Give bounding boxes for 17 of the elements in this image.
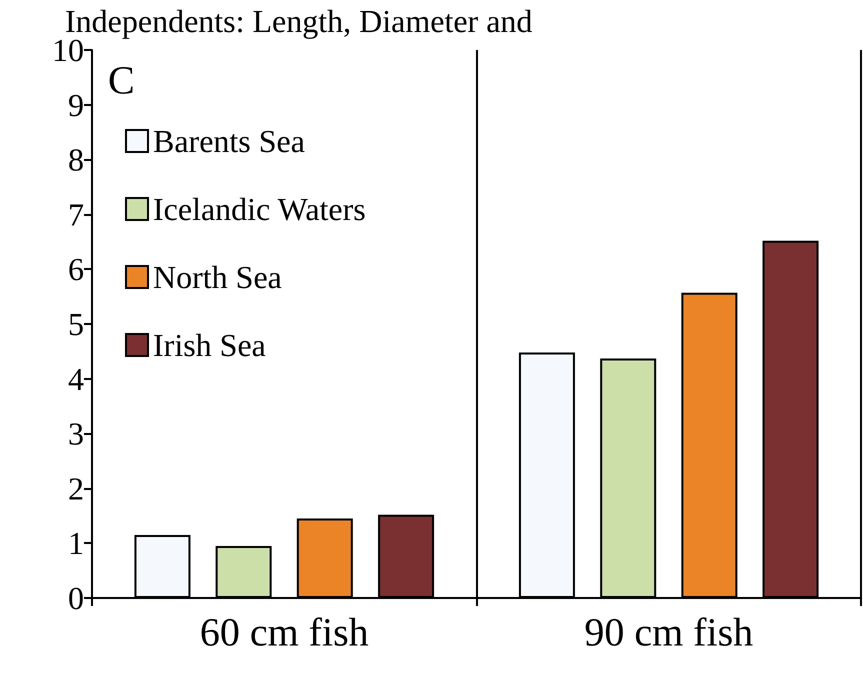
legend-label: North Sea bbox=[153, 259, 282, 295]
y-tick-label: 8 bbox=[68, 142, 84, 178]
annotation: C bbox=[108, 58, 135, 102]
y-tick-label: 6 bbox=[68, 251, 84, 288]
y-tick-label: 3 bbox=[68, 416, 84, 452]
legend-label: Barents Sea bbox=[153, 123, 305, 159]
y-tick-label: 4 bbox=[68, 360, 84, 397]
x-tick-label: 90 cm fish bbox=[584, 610, 754, 654]
x-tick-label: 60 cm fish bbox=[200, 610, 369, 654]
y-tick-label: 0 bbox=[68, 580, 84, 616]
legend-label: Icelandic Waters bbox=[153, 191, 366, 227]
legend-label: Irish Sea bbox=[153, 327, 266, 363]
y-tick-label: 7 bbox=[68, 196, 84, 232]
y-tick-label: 1 bbox=[68, 525, 84, 562]
y-tick-label: 5 bbox=[68, 306, 84, 342]
y-tick-label: 9 bbox=[68, 86, 84, 123]
y-tick-label: 2 bbox=[68, 470, 84, 506]
